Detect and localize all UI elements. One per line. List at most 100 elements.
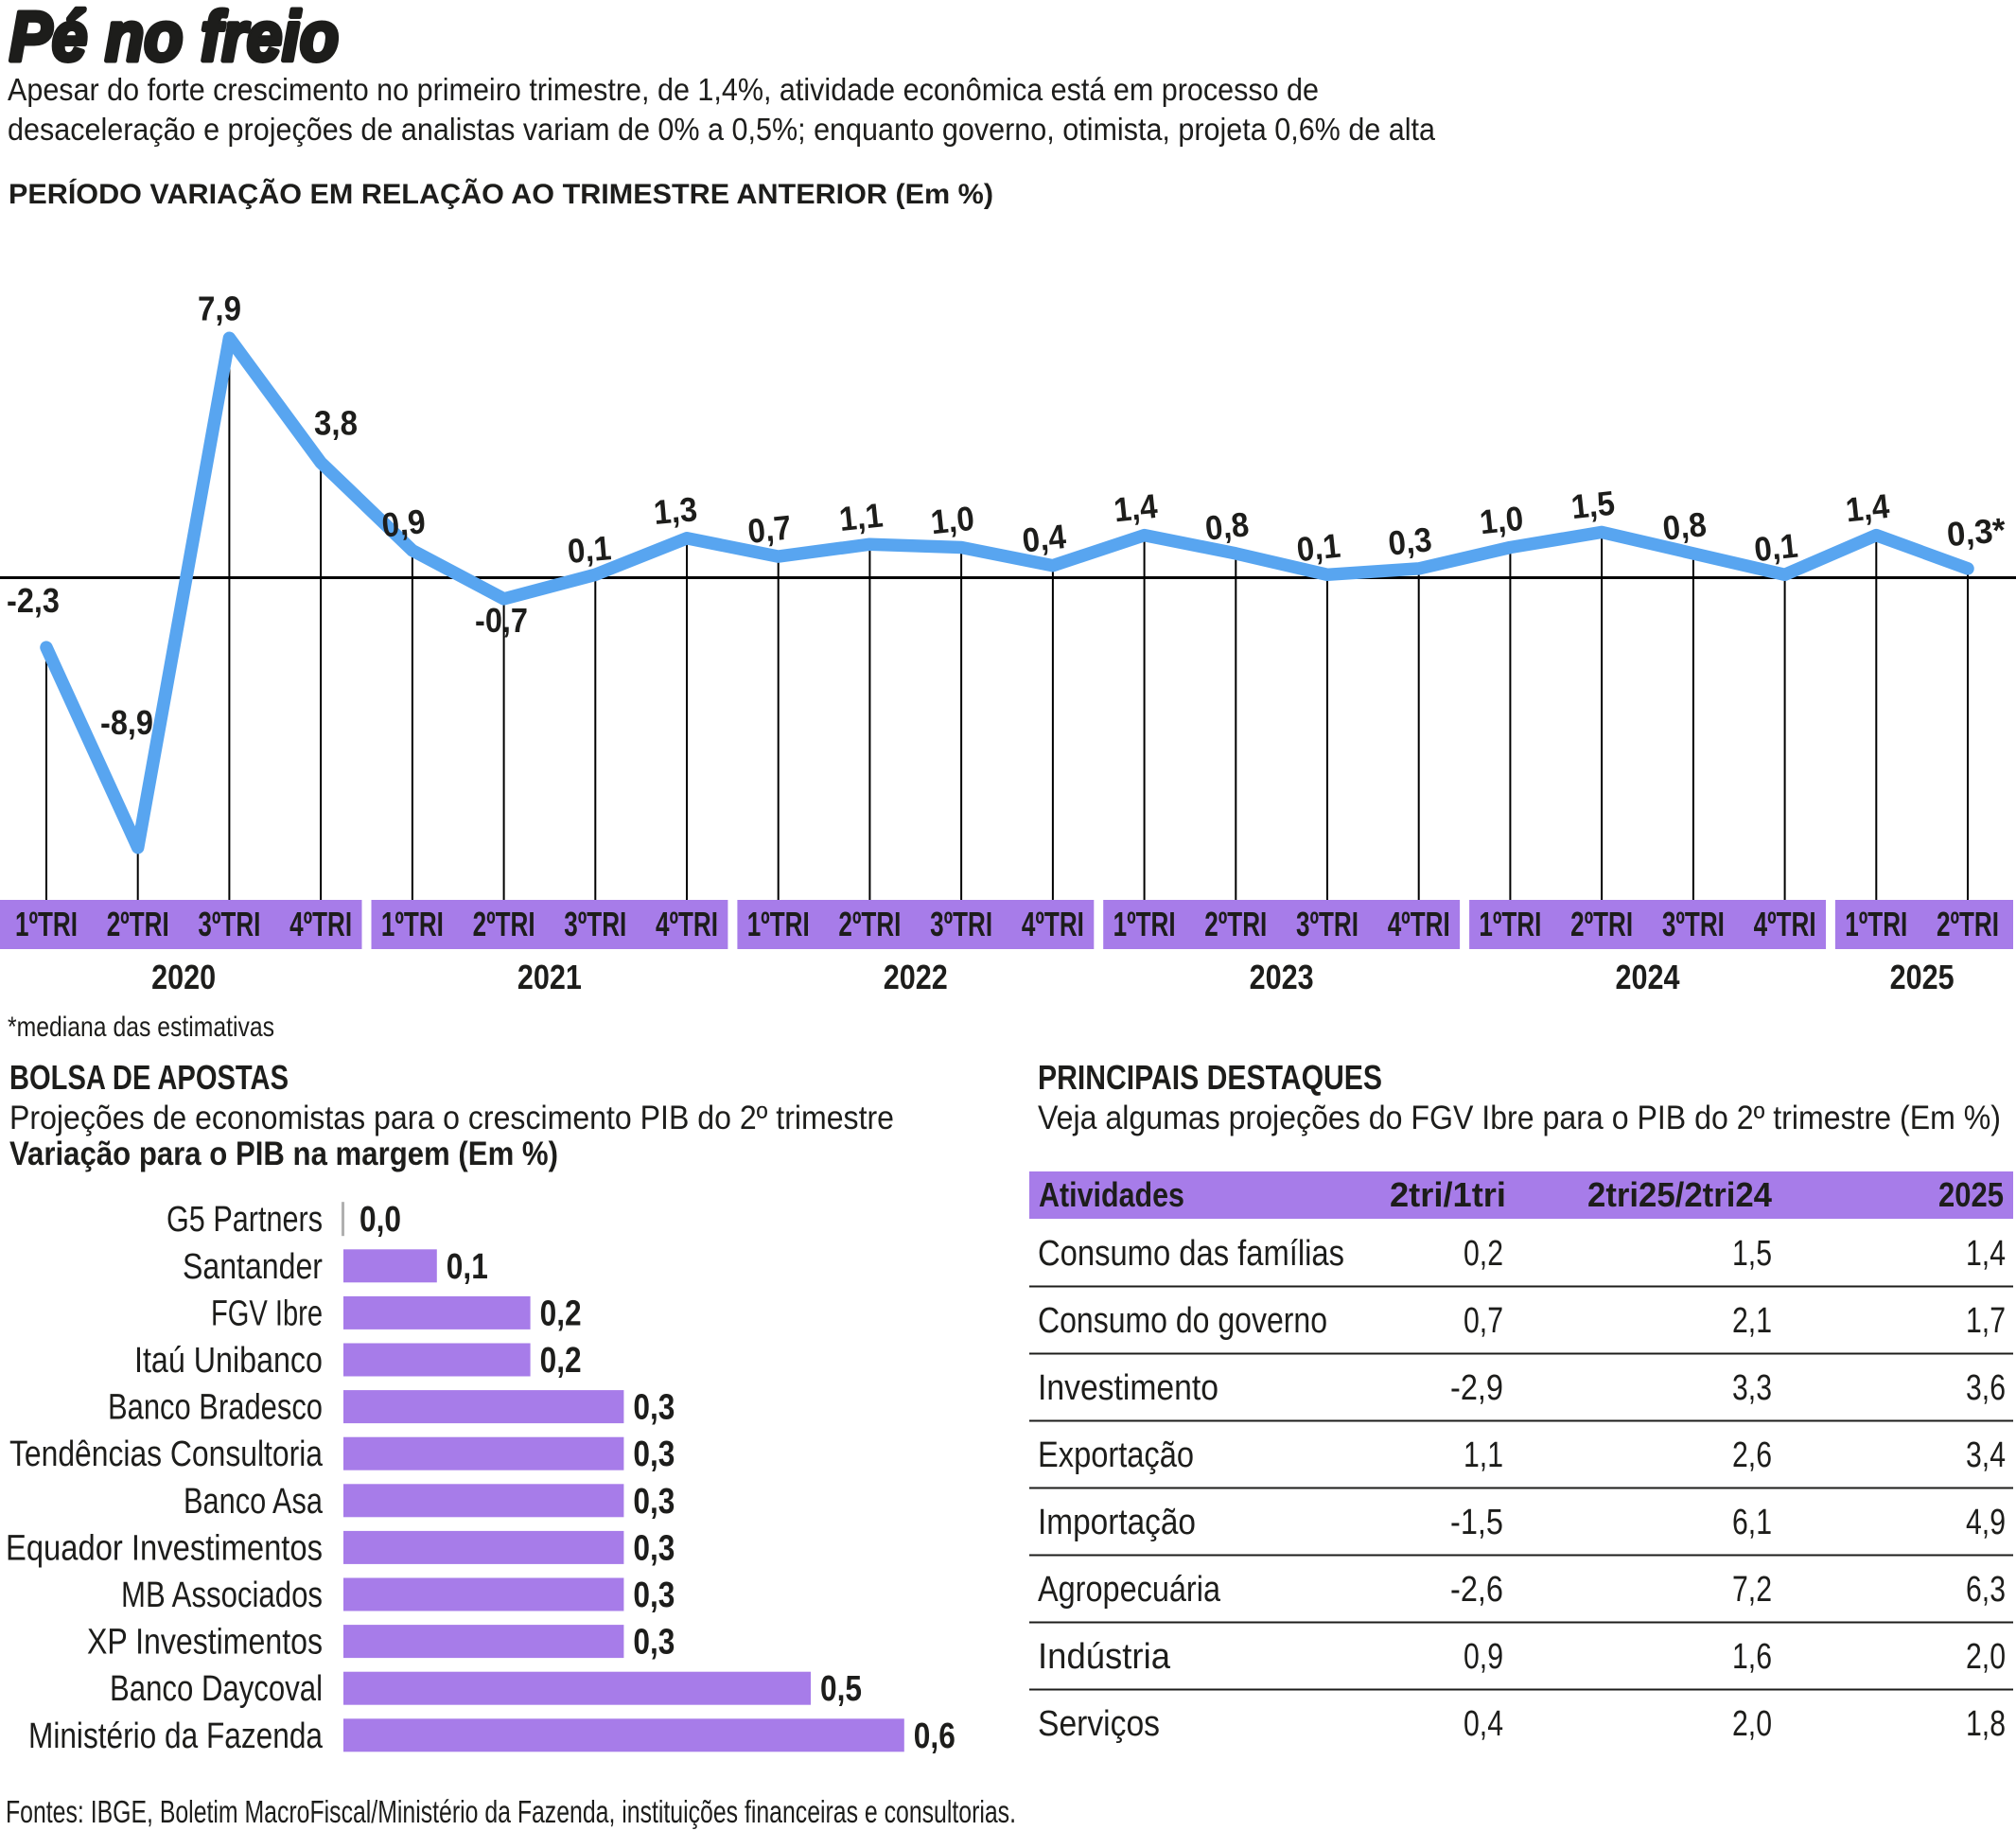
svg-text:Indústria: Indústria (1038, 1637, 1171, 1677)
svg-text:2021: 2021 (517, 958, 582, 996)
svg-text:Serviços: Serviços (1038, 1704, 1160, 1744)
svg-text:Itaú Unibanco: Itaú Unibanco (134, 1341, 323, 1381)
svg-text:0,9: 0,9 (1464, 1637, 1503, 1677)
svg-text:PRINCIPAIS DESTAQUES: PRINCIPAIS DESTAQUES (1038, 1058, 1382, 1097)
svg-text:2022: 2022 (884, 958, 948, 996)
svg-text:0,3: 0,3 (633, 1435, 675, 1474)
svg-text:3ºTRI: 3ºTRI (930, 905, 992, 943)
svg-text:0,5: 0,5 (820, 1669, 862, 1709)
svg-text:4ºTRI: 4ºTRI (289, 905, 352, 943)
svg-text:0,1: 0,1 (1752, 526, 1799, 570)
svg-text:2ºTRI: 2ºTRI (838, 905, 901, 943)
svg-text:Equador Investimentos: Equador Investimentos (6, 1528, 323, 1568)
svg-text:0,3: 0,3 (633, 1576, 675, 1615)
svg-text:1,3: 1,3 (652, 489, 698, 532)
svg-text:2020: 2020 (151, 958, 216, 996)
svg-text:2,0: 2,0 (1966, 1637, 2006, 1677)
svg-text:7,9: 7,9 (198, 290, 241, 328)
svg-text:0,3: 0,3 (1386, 519, 1433, 563)
svg-text:1ºTRI: 1ºTRI (381, 905, 444, 943)
svg-text:2ºTRI: 2ºTRI (473, 905, 535, 943)
svg-text:G5 Partners: G5 Partners (167, 1200, 323, 1240)
svg-text:2,6: 2,6 (1732, 1435, 1772, 1475)
svg-text:0,6: 0,6 (914, 1717, 955, 1756)
svg-text:2ºTRI: 2ºTRI (1937, 905, 1999, 943)
svg-text:0,3: 0,3 (633, 1388, 675, 1428)
svg-text:-1,5: -1,5 (1450, 1503, 1503, 1542)
svg-text:0,3*: 0,3* (1945, 510, 2007, 554)
svg-text:4ºTRI: 4ºTRI (1022, 905, 1084, 943)
svg-text:3,8: 3,8 (314, 404, 358, 443)
svg-text:Banco Asa: Banco Asa (184, 1482, 324, 1522)
svg-text:-2,6: -2,6 (1450, 1570, 1503, 1610)
svg-text:Veja algumas projeções do FGV: Veja algumas projeções do FGV Ibre para … (1038, 1100, 2001, 1136)
svg-text:Ministério da Fazenda: Ministério da Fazenda (28, 1717, 324, 1756)
svg-text:Tendências Consultoria: Tendências Consultoria (9, 1435, 324, 1474)
svg-text:0,1: 0,1 (1295, 526, 1342, 570)
svg-text:0,2: 0,2 (540, 1294, 582, 1333)
svg-text:-2,3: -2,3 (7, 581, 60, 620)
svg-text:6,3: 6,3 (1966, 1570, 2006, 1610)
svg-text:0,4: 0,4 (1021, 517, 1068, 560)
svg-text:0,0: 0,0 (359, 1200, 401, 1240)
svg-text:0,8: 0,8 (1203, 504, 1251, 548)
svg-text:Santander: Santander (183, 1247, 323, 1287)
svg-text:0,7: 0,7 (745, 507, 793, 551)
svg-text:3,3: 3,3 (1732, 1368, 1772, 1408)
svg-text:Consumo do governo: Consumo do governo (1038, 1301, 1327, 1341)
svg-text:0,1: 0,1 (447, 1247, 488, 1287)
svg-text:Exportação: Exportação (1038, 1435, 1194, 1475)
svg-text:6,1: 6,1 (1732, 1503, 1772, 1542)
svg-text:2ºTRI: 2ºTRI (1204, 905, 1267, 943)
svg-text:2,1: 2,1 (1732, 1301, 1772, 1341)
svg-text:PERÍODO VARIAÇÃO EM RELAÇÃO AO: PERÍODO VARIAÇÃO EM RELAÇÃO AO TRIMESTRE… (9, 178, 993, 210)
svg-text:Apesar do forte crescimento no: Apesar do forte crescimento no primeiro … (8, 72, 1319, 107)
svg-text:2ºTRI: 2ºTRI (1570, 905, 1633, 943)
svg-text:1,0: 1,0 (1478, 499, 1525, 542)
svg-text:-0,7: -0,7 (475, 601, 528, 640)
svg-text:Importação: Importação (1038, 1503, 1196, 1542)
svg-text:3ºTRI: 3ºTRI (564, 905, 626, 943)
svg-text:3,4: 3,4 (1966, 1435, 2006, 1475)
svg-text:4ºTRI: 4ºTRI (1388, 905, 1450, 943)
svg-text:0,4: 0,4 (1464, 1704, 1503, 1744)
svg-text:3,6: 3,6 (1966, 1368, 2006, 1408)
svg-text:Projeções de economistas para: Projeções de economistas para o crescime… (9, 1100, 894, 1136)
svg-text:2025: 2025 (1890, 958, 1955, 996)
svg-text:1,5: 1,5 (1569, 484, 1617, 527)
svg-text:0,2: 0,2 (540, 1341, 582, 1381)
svg-text:3ºTRI: 3ºTRI (1662, 905, 1725, 943)
svg-text:Banco Bradesco: Banco Bradesco (108, 1388, 323, 1428)
svg-text:2,0: 2,0 (1732, 1704, 1772, 1744)
svg-text:1ºTRI: 1ºTRI (747, 905, 810, 943)
svg-text:1,4: 1,4 (1966, 1234, 2006, 1274)
svg-text:3ºTRI: 3ºTRI (1296, 905, 1359, 943)
svg-text:0,3: 0,3 (633, 1528, 675, 1568)
svg-text:1ºTRI: 1ºTRI (1479, 905, 1541, 943)
svg-text:1,8: 1,8 (1966, 1704, 2006, 1744)
svg-text:4ºTRI: 4ºTRI (1754, 905, 1816, 943)
svg-text:2023: 2023 (1250, 958, 1314, 996)
svg-text:BOLSA DE APOSTAS: BOLSA DE APOSTAS (9, 1058, 289, 1097)
svg-text:7,2: 7,2 (1732, 1570, 1772, 1610)
svg-text:0,3: 0,3 (633, 1482, 675, 1522)
svg-text:4,9: 4,9 (1966, 1503, 2006, 1542)
svg-text:1,4: 1,4 (1112, 486, 1159, 530)
svg-text:1,0: 1,0 (929, 499, 976, 542)
svg-text:desaceleração e projeções de a: desaceleração e projeções de analistas v… (8, 112, 1436, 147)
svg-text:0,8: 0,8 (1661, 504, 1709, 548)
svg-text:-8,9: -8,9 (100, 703, 153, 742)
svg-text:-2,9: -2,9 (1450, 1368, 1503, 1408)
svg-text:Banco Daycoval: Banco Daycoval (110, 1669, 323, 1709)
svg-text:2025: 2025 (1938, 1175, 2004, 1214)
svg-text:0,3: 0,3 (633, 1623, 675, 1663)
svg-text:Variação para o PIB na margem: Variação para o PIB na margem (Em %) (9, 1136, 558, 1172)
svg-text:2tri/1tri: 2tri/1tri (1390, 1175, 1506, 1214)
svg-text:FGV Ibre: FGV Ibre (211, 1294, 323, 1333)
svg-text:Atividades: Atividades (1039, 1175, 1184, 1214)
svg-text:2tri25/2tri24: 2tri25/2tri24 (1587, 1175, 1772, 1214)
svg-text:2ºTRI: 2ºTRI (107, 905, 169, 943)
svg-text:0,2: 0,2 (1464, 1234, 1503, 1274)
svg-text:Consumo das famílias: Consumo das famílias (1038, 1234, 1344, 1274)
svg-text:MB Associados: MB Associados (121, 1576, 323, 1615)
